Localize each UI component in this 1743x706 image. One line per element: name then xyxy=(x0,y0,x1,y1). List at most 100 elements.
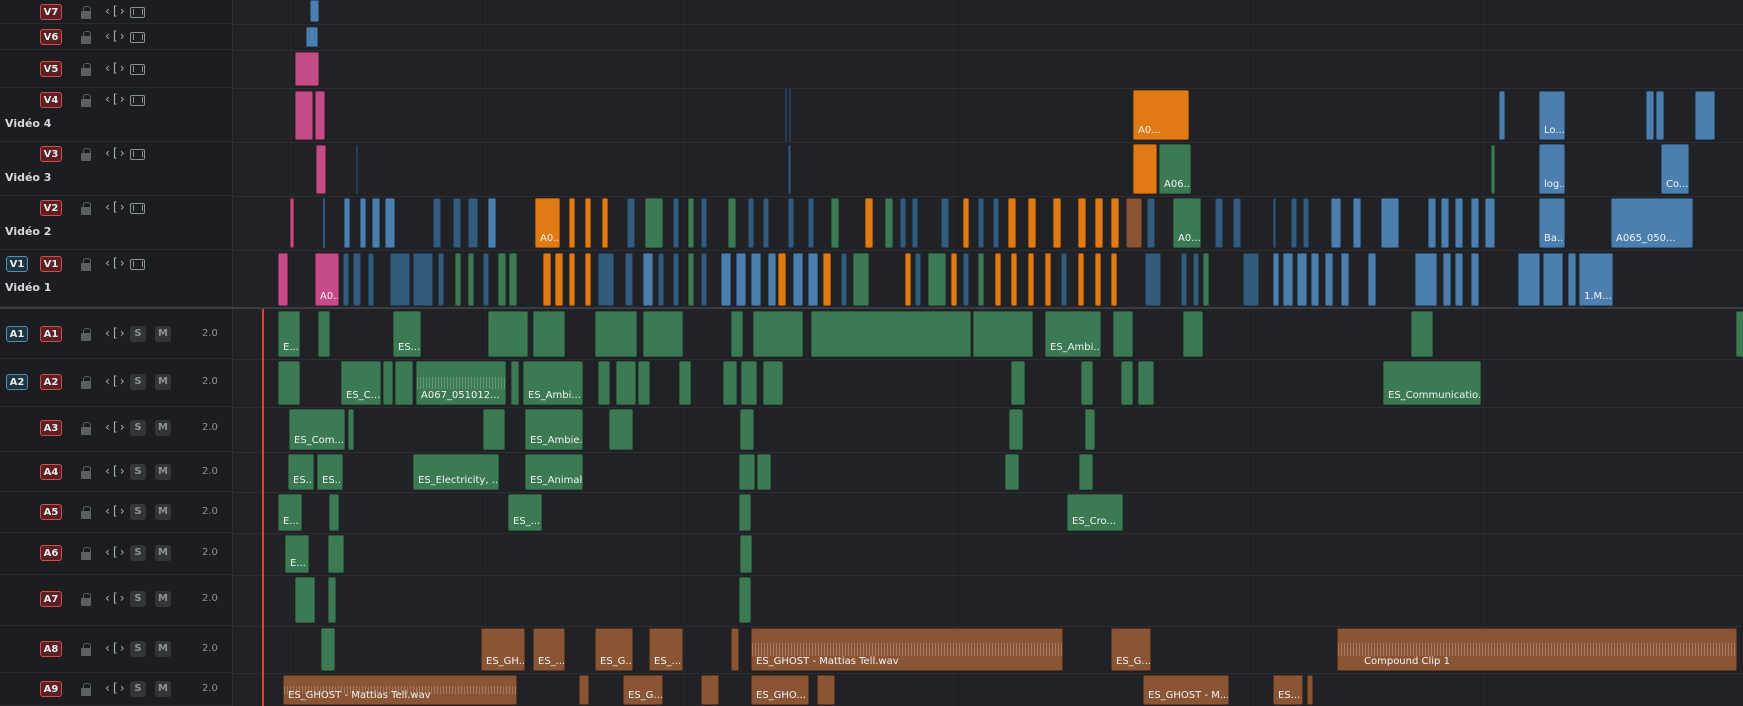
video-clip[interactable] xyxy=(885,198,893,248)
lock-icon[interactable] xyxy=(81,547,91,560)
audio-clip[interactable] xyxy=(598,361,610,405)
video-clip[interactable] xyxy=(688,253,694,306)
film-strip-icon[interactable] xyxy=(130,32,145,43)
video-clip[interactable] xyxy=(1368,253,1376,306)
audio-clip[interactable] xyxy=(1009,409,1023,450)
audio-clip[interactable]: ES_GHOST - Mattias Tell.wav xyxy=(283,675,517,705)
audio-clip[interactable] xyxy=(616,361,636,405)
video-clip[interactable] xyxy=(1008,198,1016,248)
audio-clip[interactable] xyxy=(511,361,519,405)
video-clip[interactable] xyxy=(789,88,791,142)
audio-clip[interactable]: ES_GHO... xyxy=(751,675,809,705)
audio-clip[interactable] xyxy=(295,577,315,623)
video-clip[interactable] xyxy=(823,253,831,306)
audio-clip[interactable] xyxy=(811,311,971,357)
video-clip[interactable] xyxy=(978,253,984,306)
solo-button[interactable]: S xyxy=(130,504,146,520)
audio-clip[interactable] xyxy=(731,628,739,671)
video-clip[interactable]: log... xyxy=(1539,144,1565,194)
audio-clip[interactable] xyxy=(1138,361,1154,405)
video-clip[interactable] xyxy=(963,253,969,306)
video-clip[interactable] xyxy=(1353,198,1361,248)
video-clip[interactable] xyxy=(785,88,787,142)
video-clip[interactable] xyxy=(721,253,731,306)
audio-clip[interactable]: ES... xyxy=(317,454,343,490)
audio-clip[interactable] xyxy=(609,409,633,450)
lock-icon[interactable] xyxy=(81,63,91,76)
video-clip[interactable] xyxy=(701,198,707,248)
video-clip[interactable] xyxy=(1331,198,1341,248)
video-clip[interactable] xyxy=(905,253,911,306)
lock-icon[interactable] xyxy=(81,328,91,341)
audio-clip[interactable] xyxy=(483,409,505,450)
audio-clip[interactable] xyxy=(1121,361,1133,405)
audio-clip[interactable] xyxy=(740,535,752,573)
video-clip[interactable] xyxy=(555,253,563,306)
video-clip[interactable] xyxy=(468,253,474,306)
video-clip[interactable] xyxy=(1518,253,1540,306)
auto-select-icon[interactable]: ‹[› xyxy=(104,420,126,434)
audio-clip[interactable]: ES_GHOST - Mattias Tell.wav xyxy=(751,628,1063,671)
video-clip[interactable] xyxy=(585,198,591,248)
destination-patch-v4[interactable]: V4 xyxy=(40,92,62,108)
auto-select-icon[interactable]: ‹[› xyxy=(104,374,126,388)
video-clip[interactable] xyxy=(1568,253,1576,306)
audio-clip[interactable] xyxy=(753,311,803,357)
video-clip[interactable] xyxy=(915,253,921,306)
audio-clip[interactable] xyxy=(817,675,835,705)
video-clip[interactable] xyxy=(295,91,313,140)
video-clip[interactable] xyxy=(831,198,839,248)
audio-clip[interactable] xyxy=(1411,311,1433,357)
destination-patch-v6[interactable]: V6 xyxy=(40,29,62,45)
film-strip-icon[interactable] xyxy=(130,64,145,75)
audio-clip[interactable] xyxy=(328,535,344,573)
video-clip[interactable] xyxy=(1053,198,1061,248)
destination-patch-a9[interactable]: A9 xyxy=(40,681,62,697)
audio-clip[interactable]: ES_Animal... xyxy=(525,454,583,490)
mute-button[interactable]: M xyxy=(155,545,171,561)
video-clip[interactable] xyxy=(1485,198,1495,248)
film-strip-icon[interactable] xyxy=(130,7,145,18)
video-clip[interactable] xyxy=(368,253,374,306)
audio-clip[interactable] xyxy=(1183,311,1203,357)
audio-clip[interactable]: ES_Electricity, ... xyxy=(413,454,499,490)
video-clip[interactable] xyxy=(1078,253,1084,306)
solo-button[interactable]: S xyxy=(130,641,146,657)
audio-clip[interactable]: ES_... xyxy=(533,628,565,671)
video-clip[interactable] xyxy=(1243,253,1259,306)
audio-clip[interactable] xyxy=(395,361,413,405)
audio-clip[interactable] xyxy=(1736,311,1743,357)
audio-clip[interactable] xyxy=(739,454,755,490)
video-clip[interactable] xyxy=(808,198,814,248)
video-clip[interactable] xyxy=(793,253,803,306)
auto-select-icon[interactable]: ‹[› xyxy=(104,504,126,518)
video-clip[interactable] xyxy=(768,253,776,306)
video-clip[interactable] xyxy=(1273,198,1276,248)
audio-clip[interactable]: ES_Com... xyxy=(289,409,345,450)
compound-clip[interactable]: Compound Clip 1 xyxy=(1337,628,1737,671)
solo-button[interactable]: S xyxy=(130,591,146,607)
video-clip[interactable] xyxy=(306,27,318,47)
solo-button[interactable]: S xyxy=(130,464,146,480)
audio-clip[interactable] xyxy=(638,361,650,405)
film-strip-icon[interactable] xyxy=(130,95,145,106)
audio-clip[interactable] xyxy=(739,577,751,623)
video-clip[interactable] xyxy=(360,198,366,248)
audio-clip[interactable] xyxy=(1011,361,1025,405)
video-clip[interactable] xyxy=(1028,198,1036,248)
video-clip[interactable] xyxy=(1341,253,1349,306)
track-title-video-2[interactable]: Vidéo 2 xyxy=(5,225,52,238)
lock-icon[interactable] xyxy=(81,506,91,519)
video-clip[interactable] xyxy=(658,253,664,306)
source-patch-v1[interactable]: V1 xyxy=(6,256,28,272)
audio-clip[interactable]: E... xyxy=(278,494,302,531)
audio-clip[interactable] xyxy=(740,409,754,450)
lock-icon[interactable] xyxy=(81,376,91,389)
film-strip-icon[interactable] xyxy=(130,149,145,160)
video-clip[interactable] xyxy=(602,198,608,248)
audio-clip[interactable]: ES_Communicatio... xyxy=(1383,361,1481,405)
audio-clip[interactable]: ES_GHOST - M... xyxy=(1143,675,1229,705)
audio-clip[interactable] xyxy=(763,361,783,405)
audio-clip[interactable] xyxy=(1085,409,1095,450)
audio-clip[interactable] xyxy=(731,311,743,357)
